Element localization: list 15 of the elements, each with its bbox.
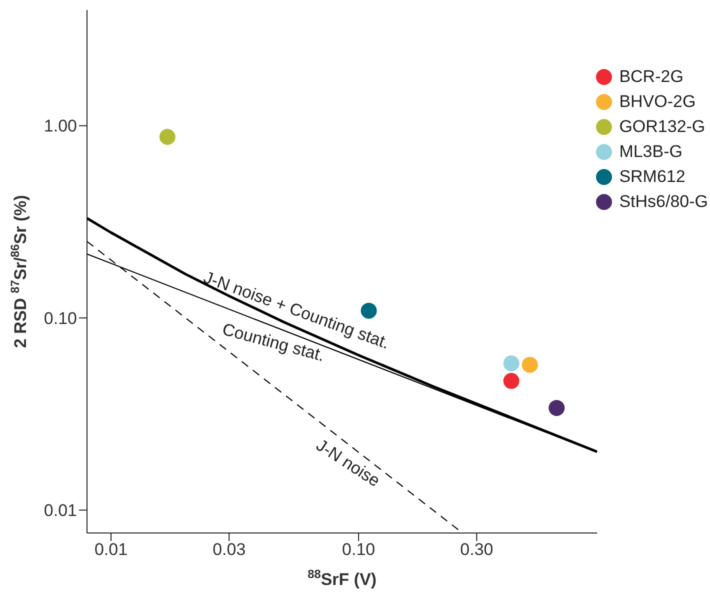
x-tick-label: 0.03 <box>212 540 246 560</box>
x-tick-label: 0.10 <box>342 540 376 560</box>
x-axis-title: $^{88}$SrF (V) <box>308 567 377 589</box>
legend-label: BCR-2G <box>619 66 684 88</box>
y-tick-label: 0.10 <box>44 308 77 328</box>
legend-label: StHs6/80-G <box>619 191 708 213</box>
y-tick-label: 1.00 <box>44 116 77 136</box>
legend-label: ML3B-G <box>619 141 682 163</box>
legend-label: GOR132-G <box>619 116 706 138</box>
legend-label: BHVO-2G <box>619 91 696 113</box>
x-tick-label: 0.01 <box>94 540 128 560</box>
text: J-N noise <box>312 436 384 491</box>
x-tick-label: 0.30 <box>460 540 494 560</box>
y-tick-label: 0.01 <box>44 501 77 520</box>
legend-label: SRM612 <box>619 166 686 188</box>
